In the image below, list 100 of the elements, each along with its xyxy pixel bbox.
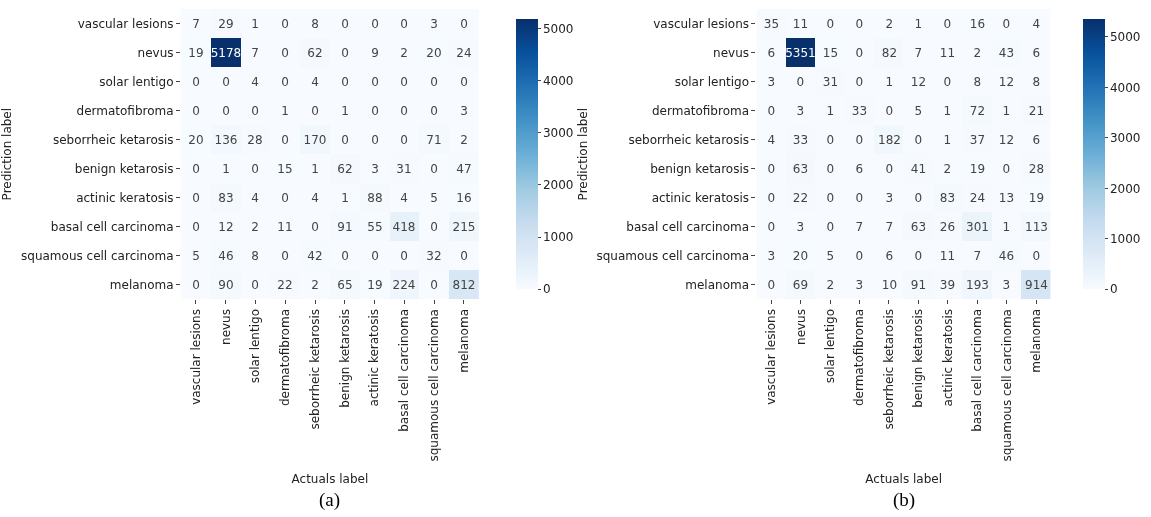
data-label: 3 [767,249,776,264]
data-label: 812 [452,278,476,293]
data-label: 0 [311,220,319,235]
y-axis-title: Prediction label [575,107,590,201]
data-label: 12 [998,133,1015,148]
data-label: 31 [396,162,412,177]
data-label: 13 [998,191,1015,206]
color-bar-label: 3000 [1109,131,1141,146]
data-label: 1 [826,104,835,119]
data-label: 7 [885,220,894,235]
data-label: 5 [914,104,923,119]
y-tick-label: dermatofibroma [76,103,174,118]
data-label: 63 [792,162,809,177]
data-label: 33 [851,104,868,119]
data-label: 0 [341,133,349,148]
x-tick-label: squamous cell carcinoma [999,309,1014,462]
data-label: 0 [251,162,259,177]
data-label: 0 [400,17,408,32]
data-label: 32 [426,249,442,264]
data-label: 0 [767,191,776,206]
data-label: 65 [337,278,353,293]
y-tick-label: vascular lesions [77,16,174,31]
data-label: 0 [371,133,379,148]
data-label: 71 [426,133,442,148]
y-tick-label: melanoma [685,277,750,292]
data-label: 2 [400,46,408,61]
data-label: 22 [792,191,809,206]
y-tick-label: solar lentigo [674,74,750,89]
data-label: 33 [792,133,809,148]
data-label: 22 [277,278,293,293]
data-label: 12 [998,75,1015,90]
data-label: 6 [855,162,864,177]
y-tick-label: seborrheic ketarosis [52,132,174,147]
data-label: 0 [885,162,894,177]
data-label: 41 [910,162,927,177]
data-label: 4 [251,191,259,206]
data-label: 11 [939,249,956,264]
data-label: 12 [218,220,234,235]
data-label: 21 [1028,104,1045,119]
data-label: 1 [341,104,349,119]
y-tick-label: actinic keratosis [76,190,174,205]
data-label: 15 [822,46,839,61]
data-label: 47 [456,162,472,177]
x-axis-title: Actuals label [865,472,943,487]
data-label: 6 [885,249,894,264]
data-label: 20 [426,46,442,61]
data-label: 2 [311,278,319,293]
data-label: 6 [1032,46,1041,61]
data-label: 7 [192,17,200,32]
data-label: 0 [767,162,776,177]
data-label: 6 [1032,133,1041,148]
y-tick-label: melanoma [109,277,174,292]
data-label: 3 [460,104,468,119]
data-label: 11 [277,220,293,235]
data-label: 0 [826,220,835,235]
data-label: 43 [998,46,1015,61]
data-label: 182 [878,133,901,148]
y-tick-label: seborrheic ketarosis [628,132,750,147]
color-bar-label: 2000 [1109,181,1141,196]
text: (a) [319,489,341,511]
data-label: 2 [460,133,468,148]
data-label: 0 [855,249,864,264]
data-label: 0 [767,220,776,235]
data-label: 12 [910,75,927,90]
data-label: 3 [796,220,805,235]
y-tick-label: benign ketarosis [650,161,750,176]
data-label: 3 [767,75,776,90]
data-label: 7 [251,46,259,61]
data-label: 1 [222,162,230,177]
data-label: 16 [969,17,986,32]
data-label: 0 [855,133,864,148]
color-bar-label: 4000 [542,73,574,88]
color-bar-label: 5000 [542,21,574,36]
y-tick-label: basal cell carcinoma [50,219,174,234]
data-label: 0 [192,75,200,90]
data-label: 2 [973,46,982,61]
data-label: 0 [826,133,835,148]
data-label: 91 [910,278,927,293]
data-label: 0 [222,104,230,119]
y-axis-title: Prediction label [0,107,15,201]
data-label: 42 [307,249,323,264]
data-label: 8 [311,17,319,32]
data-label: 63 [910,220,927,235]
data-label: 3 [885,191,894,206]
data-label: 0 [1002,17,1011,32]
data-label: 0 [885,104,894,119]
x-tick-label: solar lentigo [248,309,263,384]
data-label: 0 [1002,162,1011,177]
data-label: 4 [1032,17,1041,32]
data-label: 0 [281,191,289,206]
data-label: 39 [939,278,956,293]
data-label: 0 [767,278,776,293]
data-label: 55 [367,220,383,235]
x-tick-label: dermatofibroma [852,309,867,407]
data-label: 29 [218,17,234,32]
data-label: 0 [430,75,438,90]
data-label: 0 [371,104,379,119]
color-bar-label: 0 [542,282,551,297]
x-tick-label: nevus [793,309,808,345]
x-tick-label: seborrheic ketarosis [881,309,896,430]
